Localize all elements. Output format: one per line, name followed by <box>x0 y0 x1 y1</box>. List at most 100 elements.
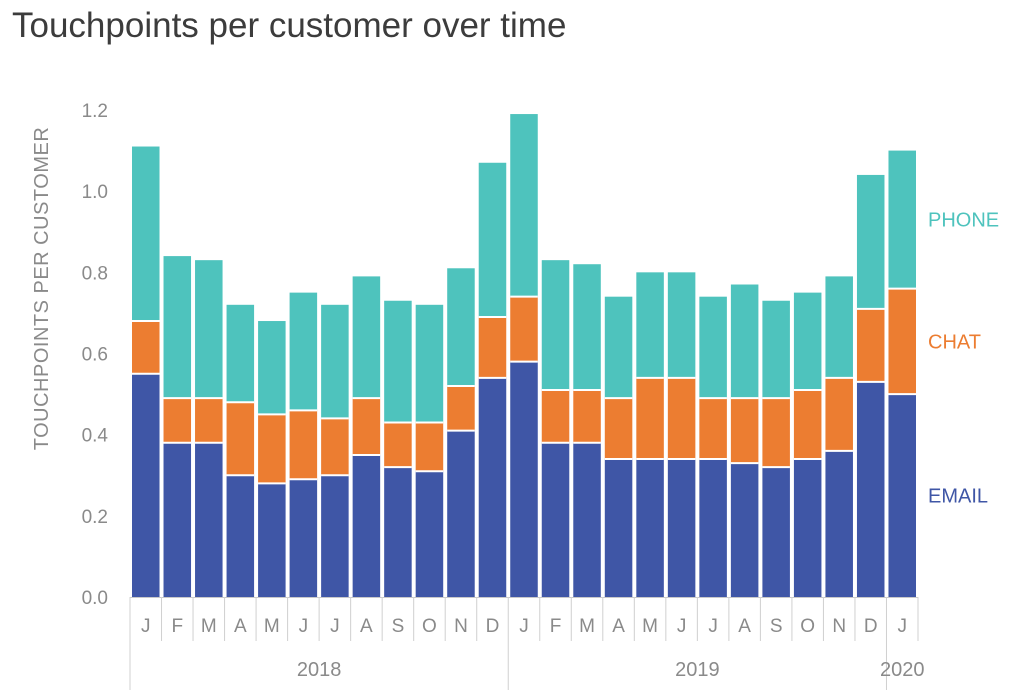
x-tick-label: J <box>519 616 529 637</box>
bar-phone <box>793 292 822 391</box>
x-tick-label: N <box>832 616 846 637</box>
bar-phone <box>762 300 790 399</box>
bar-chat <box>699 398 727 460</box>
x-tick-label: O <box>422 616 437 637</box>
x-tick-label: J <box>897 616 907 637</box>
bar-chat <box>132 321 160 374</box>
labels: EMAIL CHAT PHONE <box>928 210 999 508</box>
x-tick-label: F <box>171 616 183 637</box>
bar-phone <box>541 260 570 391</box>
bar-chat <box>762 398 790 468</box>
bar-email <box>258 483 286 597</box>
bar-phone <box>289 292 318 411</box>
x-tick-label: A <box>738 616 751 637</box>
bar-phone <box>226 304 255 403</box>
x-tick-label: N <box>454 616 468 637</box>
bar-chat <box>195 398 223 443</box>
y-tick-label: 0.0 <box>82 588 108 609</box>
bar-email <box>321 475 349 597</box>
series-label-email: EMAIL <box>928 486 988 508</box>
year-label: 2019 <box>675 659 720 681</box>
x-tick-label: M <box>201 616 217 637</box>
bar-chat <box>730 398 759 464</box>
bar-chat <box>541 390 570 443</box>
year-label: 2020 <box>880 659 925 681</box>
bar-chat <box>604 398 633 460</box>
bar-phone <box>888 150 916 289</box>
x-tick-label: F <box>550 616 562 637</box>
y-axis-label: TOUCHPOINTS PER CUSTOMER <box>31 127 53 451</box>
bar-phone <box>699 296 727 399</box>
bar-chat <box>636 377 664 460</box>
bar-email <box>762 467 790 597</box>
bar-chat <box>415 422 444 472</box>
y-tick-label: 0.6 <box>82 345 108 366</box>
bar-phone <box>352 276 381 399</box>
bar-email <box>415 471 444 597</box>
bar-chat <box>226 402 255 476</box>
bar-email <box>447 430 475 597</box>
bar-email <box>541 442 570 597</box>
bar-email <box>699 459 727 597</box>
bar-chat <box>258 414 286 484</box>
x-tick-label: O <box>800 616 815 637</box>
y-tick-label: 0.8 <box>82 263 108 284</box>
y-tick-label: 1.0 <box>82 182 108 203</box>
bar-email <box>573 442 601 597</box>
bar-chat <box>478 316 507 378</box>
x-tick-label: J <box>708 616 718 637</box>
x-tick-label: M <box>579 616 595 637</box>
axes: 0.0 0.2 0.4 0.6 0.8 1.0 1.2 TOUCHPOINTS PER CUS… <box>31 101 924 690</box>
bar-chat <box>573 390 601 443</box>
bar-phone <box>478 162 507 317</box>
bar-phone <box>573 264 601 391</box>
bar-chat <box>793 390 822 460</box>
bar-email <box>478 377 507 597</box>
x-tick-label: J <box>141 616 151 637</box>
bar-phone <box>132 146 160 322</box>
bar-chat <box>321 418 349 476</box>
bar-email <box>793 459 822 597</box>
bar-phone <box>667 272 696 378</box>
bar-chat <box>888 288 916 395</box>
bar-phone <box>163 256 192 399</box>
x-tick-label: A <box>360 616 373 637</box>
bar-phone <box>447 268 475 386</box>
bar-chat <box>163 398 192 443</box>
year-label: 2018 <box>297 659 342 681</box>
bar-phone <box>510 114 538 297</box>
bar-phone <box>384 300 412 423</box>
bar-chat <box>352 398 381 455</box>
series-label-chat: CHAT <box>928 331 981 353</box>
bar-chat <box>384 422 412 468</box>
bar-chat <box>825 377 853 451</box>
x-tick-label: S <box>770 616 783 637</box>
x-tick-label: J <box>330 616 340 637</box>
bar-phone <box>415 304 444 423</box>
bar-email <box>384 467 412 597</box>
bar-email <box>667 459 696 597</box>
chart-title: Touchpoints per customer over time <box>12 6 567 45</box>
bar-phone <box>636 272 664 378</box>
bar-phone <box>730 284 759 399</box>
bar-email <box>132 373 160 597</box>
series-label-phone: PHONE <box>928 210 999 232</box>
x-tick-label: A <box>612 616 625 637</box>
bars <box>132 114 916 597</box>
x-tick-label: A <box>234 616 247 637</box>
bar-phone <box>321 304 349 419</box>
bar-email <box>510 361 538 597</box>
bar-chat <box>510 296 538 362</box>
bar-chat <box>447 385 475 431</box>
bar-email <box>289 479 318 597</box>
bar-email <box>163 442 192 597</box>
bar-email <box>856 381 885 597</box>
bar-email <box>888 394 916 597</box>
bar-email <box>226 475 255 597</box>
bar-email <box>636 459 664 597</box>
x-tick-label: J <box>299 616 309 637</box>
bar-phone <box>825 276 853 378</box>
bar-phone <box>856 174 885 309</box>
x-tick-label: D <box>864 616 878 637</box>
